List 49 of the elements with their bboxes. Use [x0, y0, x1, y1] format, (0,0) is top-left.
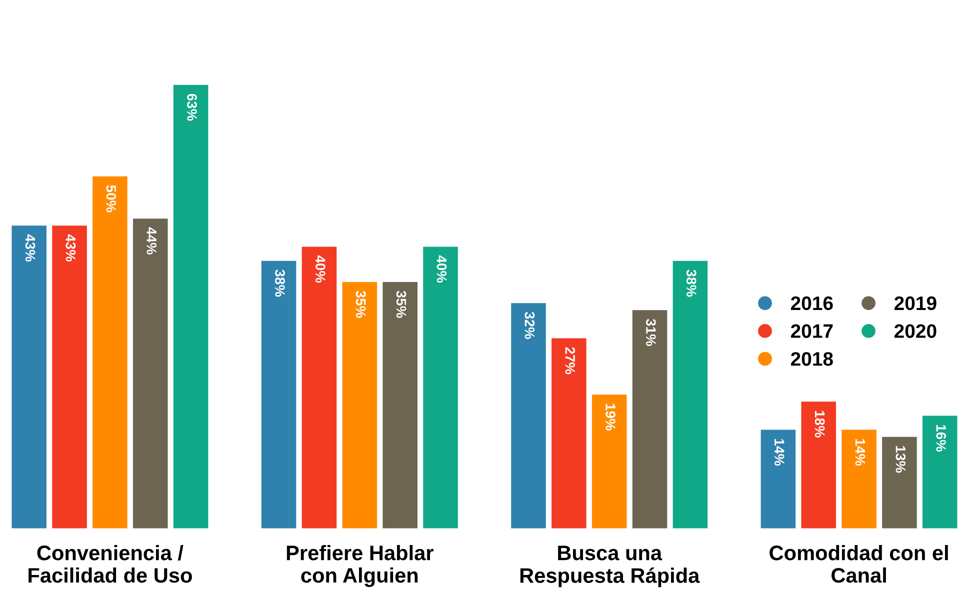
bar	[12, 226, 46, 528]
bar	[801, 402, 836, 528]
data-label: 63%	[187, 94, 197, 121]
bar	[173, 84, 208, 528]
bar	[133, 218, 168, 528]
bar	[922, 416, 958, 528]
data-label: 38%	[686, 270, 696, 297]
bar	[342, 282, 378, 528]
x-tick-label: Prefiere Hablar con Alguien	[286, 545, 434, 587]
legend-label: 2016	[790, 296, 833, 310]
x-tick-label: Busca una Respuesta Rápida	[520, 546, 700, 588]
bar	[511, 303, 546, 528]
data-label: 16%	[936, 425, 946, 452]
data-label: 40%	[436, 255, 447, 283]
bar	[92, 176, 128, 528]
x-tick-label: Comodidad con el Canal	[770, 545, 948, 583]
bar	[882, 436, 917, 528]
data-label: 18%	[814, 410, 825, 438]
bar	[592, 394, 627, 528]
bar	[842, 430, 876, 528]
data-label: 14%	[774, 439, 784, 466]
data-label: 43%	[66, 234, 76, 262]
data-label: 40%	[315, 255, 326, 283]
legend-label: 2019	[894, 296, 936, 310]
bar	[52, 226, 87, 528]
bar	[672, 260, 708, 528]
data-label: 38%	[275, 270, 285, 297]
data-label: 44%	[146, 227, 156, 254]
legend-label: 2020	[894, 324, 936, 338]
legend-label: 2017	[790, 324, 833, 338]
x-tick-label: Conveniencia / Facilidad de Uso	[28, 545, 192, 583]
data-label: 35%	[356, 290, 366, 318]
data-label: 32%	[524, 312, 535, 339]
data-label: 19%	[606, 404, 616, 430]
bar	[302, 246, 337, 528]
legend-label: 2018	[790, 352, 833, 366]
data-label: 14%	[855, 439, 866, 466]
data-label: 43%	[25, 234, 36, 262]
bar	[552, 338, 586, 528]
bar	[760, 430, 796, 528]
data-label: 27%	[565, 347, 576, 374]
data-label: 13%	[896, 446, 906, 473]
data-label: 35%	[396, 290, 406, 318]
bar	[382, 282, 418, 528]
data-label: 50%	[106, 185, 116, 212]
data-label: 31%	[646, 318, 656, 346]
bar	[261, 260, 296, 528]
bar	[423, 246, 458, 528]
bar	[632, 310, 668, 528]
